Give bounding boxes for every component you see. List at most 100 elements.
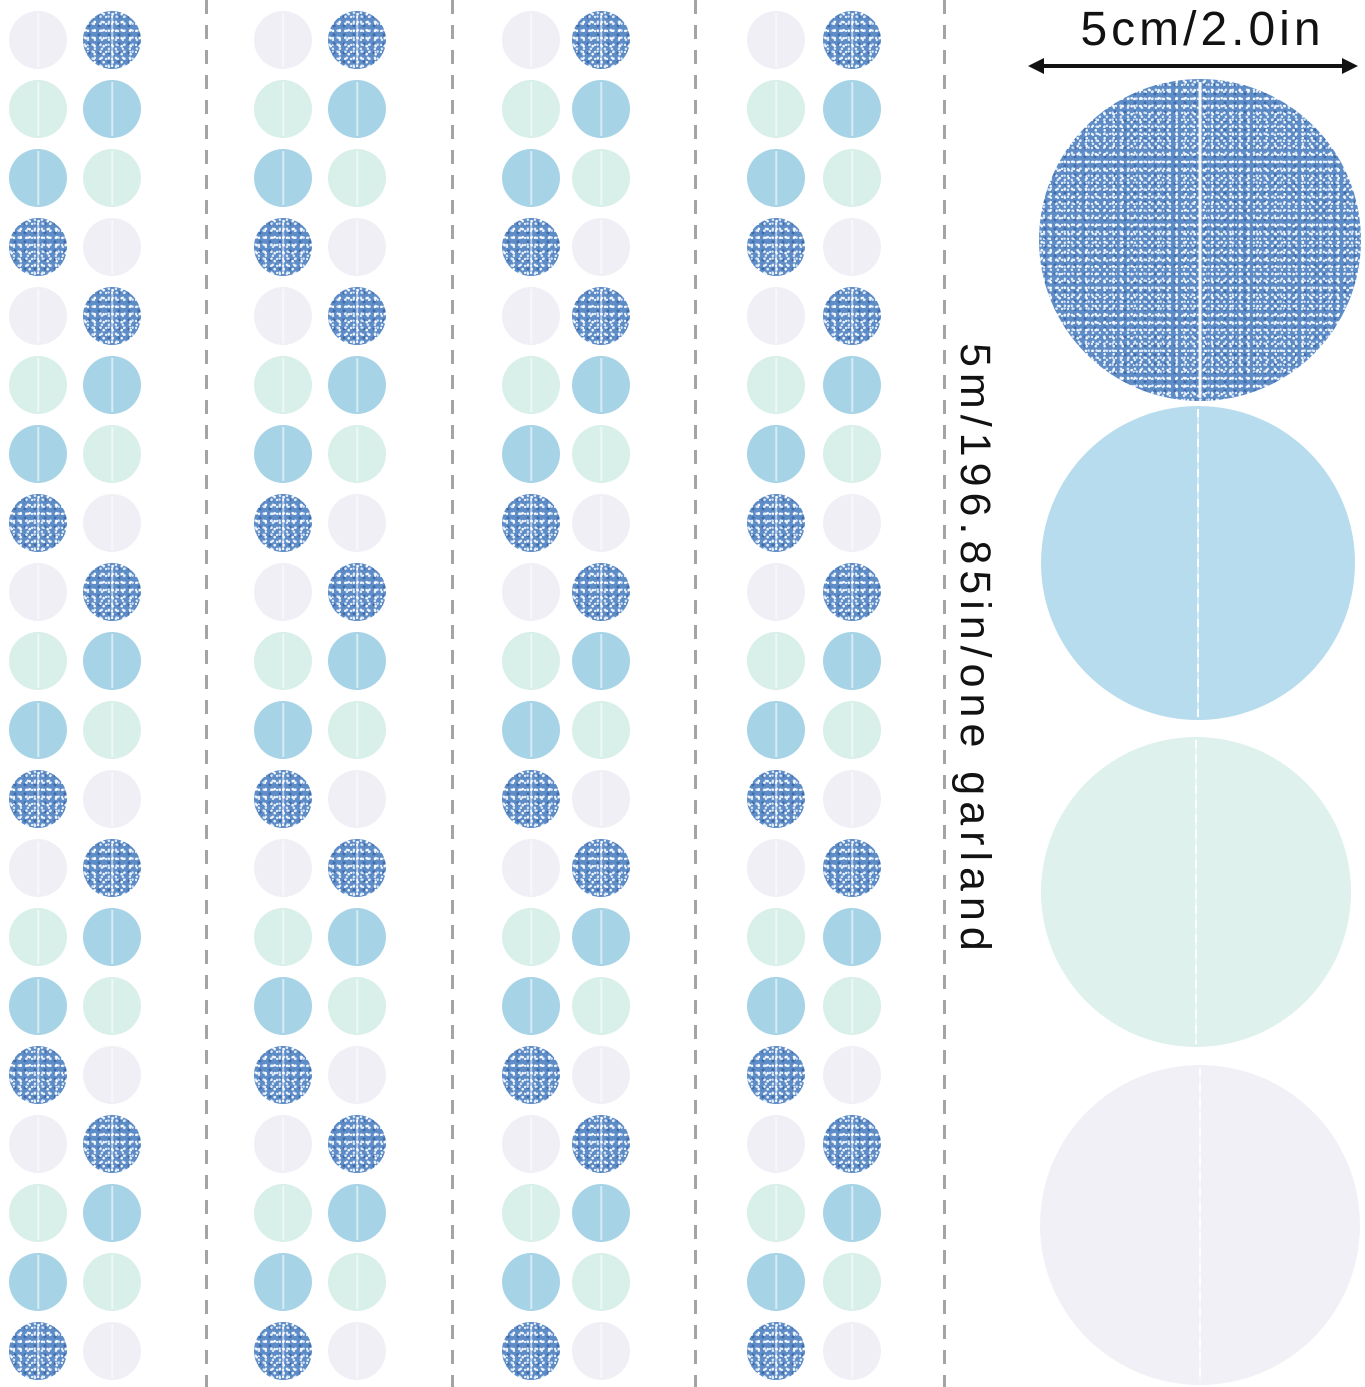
stitch-thread: [530, 910, 532, 964]
stitch-thread: [111, 841, 113, 895]
garland-dot-light-blue: [823, 908, 881, 966]
stitch-thread: [600, 1255, 602, 1309]
garland-dot-white: [572, 1046, 630, 1104]
garland-dot-glitter-blue: [747, 218, 805, 276]
garland-dot-pale-mint: [823, 1253, 881, 1311]
garland-dot-glitter-blue: [823, 11, 881, 69]
stitch-thread: [282, 910, 284, 964]
stitch-thread: [37, 496, 39, 550]
stitch-thread: [356, 1324, 358, 1378]
garland-dot-light-blue: [823, 356, 881, 414]
stitch-thread: [282, 1324, 284, 1378]
stitch-thread: [37, 1255, 39, 1309]
garland-dot-pale-mint: [254, 356, 312, 414]
garland-dot-glitter-blue: [572, 287, 630, 345]
garland-dot-pale-mint: [823, 149, 881, 207]
stitch-thread: [37, 220, 39, 274]
stitch-thread: [851, 772, 853, 826]
garland-dot-pale-mint: [502, 80, 560, 138]
stitch-thread: [356, 496, 358, 550]
garland-dot-white: [823, 218, 881, 276]
garland-dot-pale-mint: [747, 908, 805, 966]
garland-dot-light-blue: [9, 701, 67, 759]
garland-dot-white: [823, 1322, 881, 1380]
stitch-thread: [600, 1117, 602, 1171]
stitch-thread: [356, 1255, 358, 1309]
garland-dot-white: [328, 1322, 386, 1380]
stitch-thread: [851, 1117, 853, 1171]
garland-dot-pale-mint: [328, 149, 386, 207]
stitch-thread: [282, 1186, 284, 1240]
garland-dot-glitter-blue: [502, 218, 560, 276]
garland-dot-light-blue: [823, 632, 881, 690]
garland-dot-white: [747, 839, 805, 897]
stitch-thread: [356, 1048, 358, 1102]
stitch-thread: [600, 13, 602, 67]
stitch-thread: [600, 1186, 602, 1240]
stitch-thread: [530, 151, 532, 205]
garland-dot-pale-mint: [254, 1184, 312, 1242]
stitch-thread: [775, 565, 777, 619]
stitch-thread: [37, 841, 39, 895]
stitch-thread: [356, 13, 358, 67]
garland-dot-pale-mint: [747, 80, 805, 138]
stitch-thread: [1199, 1068, 1201, 1382]
garland-dot-white: [254, 11, 312, 69]
stitch-thread: [851, 1048, 853, 1102]
garland-dot-glitter-blue: [328, 287, 386, 345]
stitch-thread: [530, 220, 532, 274]
garland-dot-light-blue: [254, 701, 312, 759]
stitch-thread: [356, 427, 358, 481]
divider-dashed-line-1: [205, 0, 208, 1387]
stitch-thread: [851, 1255, 853, 1309]
garland-dot-glitter-blue: [9, 1046, 67, 1104]
garland-dot-white: [502, 1115, 560, 1173]
stitch-thread: [600, 565, 602, 619]
garland-dot-light-blue: [9, 425, 67, 483]
stitch-thread: [775, 427, 777, 481]
garland-dot-pale-mint: [328, 701, 386, 759]
stitch-thread: [111, 910, 113, 964]
garland-dot-light-blue: [502, 425, 560, 483]
stitch-thread: [1197, 409, 1199, 717]
stitch-thread: [851, 703, 853, 757]
stitch-thread: [600, 772, 602, 826]
stitch-thread: [282, 289, 284, 343]
garland-dot-pale-mint: [747, 1184, 805, 1242]
stitch-thread: [111, 1324, 113, 1378]
garland-dot-pale-mint: [572, 425, 630, 483]
garland-dot-pale-mint: [502, 356, 560, 414]
garland-dot-glitter-blue: [9, 218, 67, 276]
stitch-thread: [851, 634, 853, 688]
stitch-thread: [530, 1186, 532, 1240]
stitch-thread: [111, 1255, 113, 1309]
stitch-thread: [111, 1117, 113, 1171]
garland-dot-glitter-blue: [502, 770, 560, 828]
stitch-thread: [775, 634, 777, 688]
stitch-thread: [600, 703, 602, 757]
stitch-thread: [530, 565, 532, 619]
garland-dot-light-blue: [502, 977, 560, 1035]
garland-dot-light-blue: [823, 80, 881, 138]
stitch-thread: [37, 772, 39, 826]
garland-dot-white: [9, 1115, 67, 1173]
garland-dot-white: [254, 287, 312, 345]
stitch-thread: [282, 427, 284, 481]
garland-dot-white: [9, 11, 67, 69]
garland-dot-white: [83, 1322, 141, 1380]
garland-dot-pale-mint: [9, 356, 67, 414]
stitch-thread: [282, 220, 284, 274]
stitch-thread: [356, 979, 358, 1033]
stitch-thread: [851, 979, 853, 1033]
stitch-thread: [775, 910, 777, 964]
stitch-thread: [530, 13, 532, 67]
stitch-thread: [530, 772, 532, 826]
detail-circle-white: [1040, 1065, 1360, 1385]
stitch-thread: [775, 289, 777, 343]
garland-dot-light-blue: [254, 425, 312, 483]
stitch-thread: [111, 358, 113, 412]
garland-dot-light-blue: [9, 977, 67, 1035]
stitch-thread: [851, 358, 853, 412]
stitch-thread: [530, 1117, 532, 1171]
garland-dot-glitter-blue: [747, 770, 805, 828]
